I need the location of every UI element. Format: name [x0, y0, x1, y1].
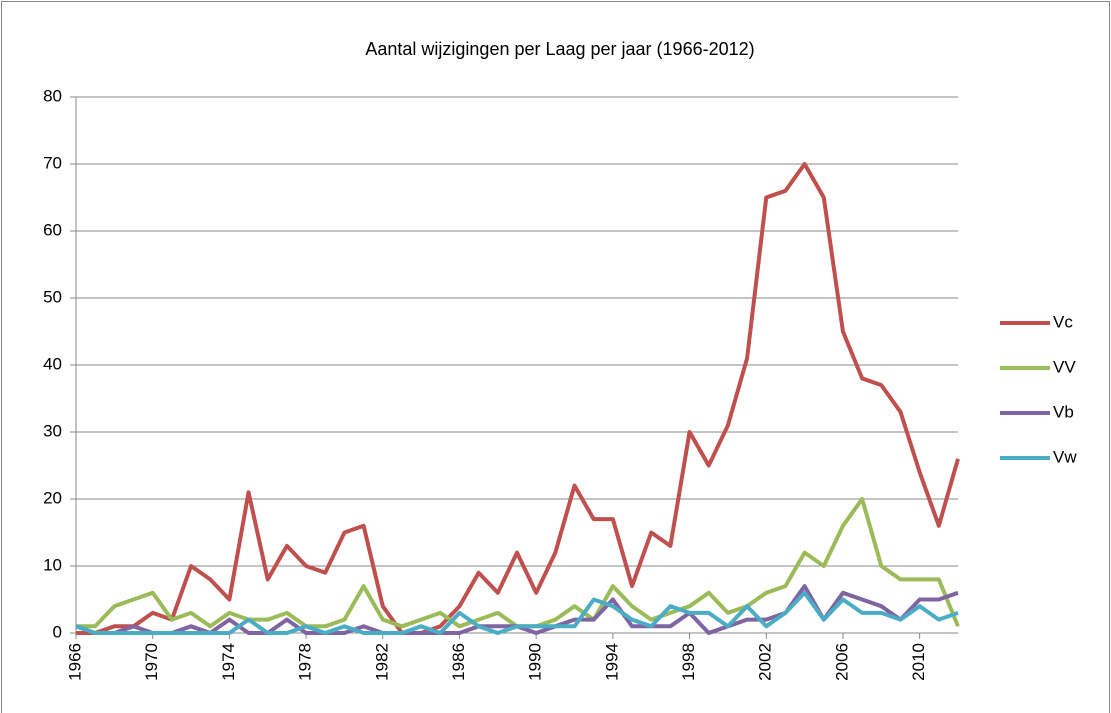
- x-tick-label: 1994: [602, 643, 621, 681]
- chart-title: Aantal wijzigingen per Laag per jaar (19…: [365, 39, 754, 59]
- x-tick-label: 1990: [526, 643, 545, 681]
- series-line: [76, 162, 960, 635]
- y-tick-label: 20: [43, 488, 62, 507]
- x-tick-label: 1966: [65, 643, 84, 681]
- x-tick-label: 1970: [142, 643, 161, 681]
- x-tick-label: 2002: [756, 643, 775, 681]
- series-line: [75, 590, 959, 635]
- x-tick-label: 1978: [296, 643, 315, 681]
- x-tick-label: 2006: [832, 643, 851, 681]
- x-tick-label: 2010: [909, 643, 928, 681]
- y-tick-label: 30: [43, 421, 62, 440]
- legend-label: Vb: [1053, 402, 1074, 421]
- y-tick-label: 10: [43, 555, 62, 574]
- legend-label: VV: [1053, 357, 1076, 376]
- y-tick-label: 80: [43, 86, 62, 105]
- legend-label: Vw: [1053, 447, 1077, 466]
- x-tick-label: 1986: [449, 643, 468, 681]
- y-tick-label: 60: [43, 220, 62, 239]
- y-tick-label: 50: [43, 287, 62, 306]
- legend-label: Vc: [1053, 312, 1073, 331]
- y-tick-label: 40: [43, 354, 62, 373]
- y-tick-label: 0: [53, 622, 62, 641]
- y-tick-label: 70: [43, 153, 62, 172]
- x-tick-label: 1974: [219, 643, 238, 681]
- x-tick-label: 1998: [679, 643, 698, 681]
- x-tick-label: 1982: [372, 643, 391, 681]
